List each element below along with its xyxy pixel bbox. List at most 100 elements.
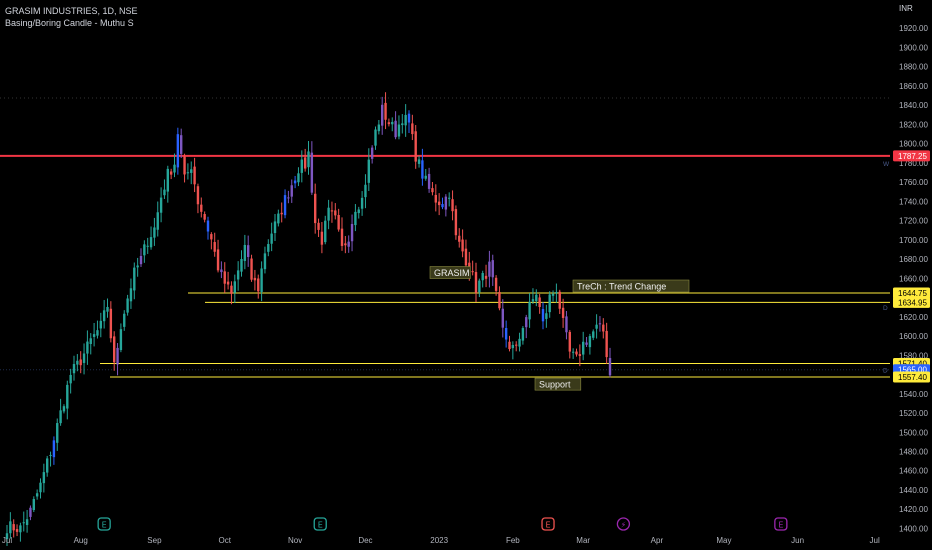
candle-body (29, 507, 32, 517)
candle-body (25, 519, 29, 525)
candle-body (407, 113, 411, 123)
price-tick-label: 1600.00 (899, 332, 928, 341)
candle-body (46, 458, 49, 473)
candle-body (283, 195, 287, 216)
candle-body (317, 222, 320, 230)
candle-body (387, 122, 391, 125)
candle-body (504, 327, 508, 340)
candle-body (354, 211, 357, 226)
candle-body (126, 298, 129, 313)
candle-body (330, 210, 334, 212)
candle-body (213, 242, 216, 252)
indicator-title[interactable]: Basing/Boring Candle - Muthu S (5, 18, 134, 28)
candle-body (535, 294, 538, 302)
candle-body (541, 308, 545, 322)
candle-body (498, 291, 501, 309)
candle-body (337, 215, 340, 230)
candle-body (22, 522, 25, 524)
currency-label: INR (899, 4, 913, 13)
candle-body (257, 278, 260, 292)
candle-body (515, 344, 518, 346)
price-label-text: 1565.00 (898, 366, 927, 375)
candle-body (367, 159, 370, 183)
candle-body (588, 336, 592, 348)
candle-body (277, 213, 280, 224)
price-tick-label: 1860.00 (899, 82, 928, 91)
price-tick-label: 1520.00 (899, 409, 928, 418)
candle-body (190, 169, 193, 173)
price-tick-label: 1460.00 (899, 467, 928, 476)
price-tick-label: 1800.00 (899, 140, 928, 149)
candle-body (243, 244, 247, 261)
candle-body (592, 331, 595, 338)
candle-body (551, 293, 555, 296)
time-tick-label: Dec (358, 536, 372, 545)
annotation-box: Support (534, 377, 582, 391)
candle-body (401, 123, 404, 126)
candle-body (307, 151, 310, 168)
marker-glyph: ⚡ (621, 521, 627, 530)
candle-body (206, 220, 210, 232)
candle-body (12, 524, 15, 531)
price-label-text: 1557.40 (898, 373, 927, 382)
candle-body (605, 330, 608, 358)
candle-body (156, 212, 159, 230)
candle-body (59, 410, 62, 424)
price-tick-label: 1620.00 (899, 313, 928, 322)
price-label-bg (893, 150, 930, 162)
candle-body (32, 499, 35, 511)
candle-body (421, 160, 424, 179)
candle-body (15, 529, 19, 532)
candle-body (56, 423, 59, 443)
candle-body (220, 269, 223, 273)
candle-body (344, 243, 347, 246)
candle-body (35, 493, 39, 497)
candle-body (183, 156, 186, 175)
candle-body (173, 164, 176, 173)
candle-body (186, 172, 190, 174)
candle-body (458, 235, 461, 242)
time-tick-label: Jun (791, 536, 804, 545)
marker-frame (313, 517, 327, 531)
candle-body (381, 104, 384, 126)
candle-body (300, 159, 303, 173)
candle-body (511, 344, 515, 349)
marker-glyph: E (778, 521, 783, 530)
candle-body (441, 204, 444, 208)
candle-body (166, 168, 169, 192)
symbol-title[interactable]: GRASIM INDUSTRIES, 1D, NSE (5, 6, 138, 16)
candle-body (411, 123, 414, 135)
candle-body (521, 328, 525, 341)
price-tick-label: 1400.00 (899, 524, 928, 533)
annotation-box: GRASIM (429, 266, 471, 279)
candle-body (72, 364, 76, 374)
candle-body (19, 525, 22, 533)
candle-body (62, 406, 66, 412)
candle-body (223, 271, 226, 284)
candle-body (180, 135, 183, 154)
candle-body (314, 193, 317, 224)
time-tick-label: Nov (288, 536, 302, 545)
candle-body (236, 270, 240, 280)
annotation-box: TreCh : Trend Change (572, 279, 690, 293)
price-tick-label: 1740.00 (899, 197, 928, 206)
candle-body (545, 313, 548, 319)
candle-body (571, 351, 575, 353)
price-label-text: 1634.95 (898, 298, 927, 307)
candle-body (216, 249, 220, 271)
candle-body (287, 197, 290, 199)
candles (5, 92, 612, 546)
candle-body (226, 281, 230, 285)
candle-body (568, 331, 571, 352)
time-tick-label: Jul (2, 536, 12, 545)
marker-glyph: E (102, 521, 107, 530)
price-label-bg (893, 296, 930, 308)
candle-body (280, 212, 283, 215)
candle-body (176, 134, 180, 168)
price-tick-label: 1440.00 (899, 486, 928, 495)
candle-body (116, 347, 119, 365)
candle-body (136, 265, 139, 268)
candle-body (558, 291, 561, 309)
candle-body (555, 291, 558, 293)
